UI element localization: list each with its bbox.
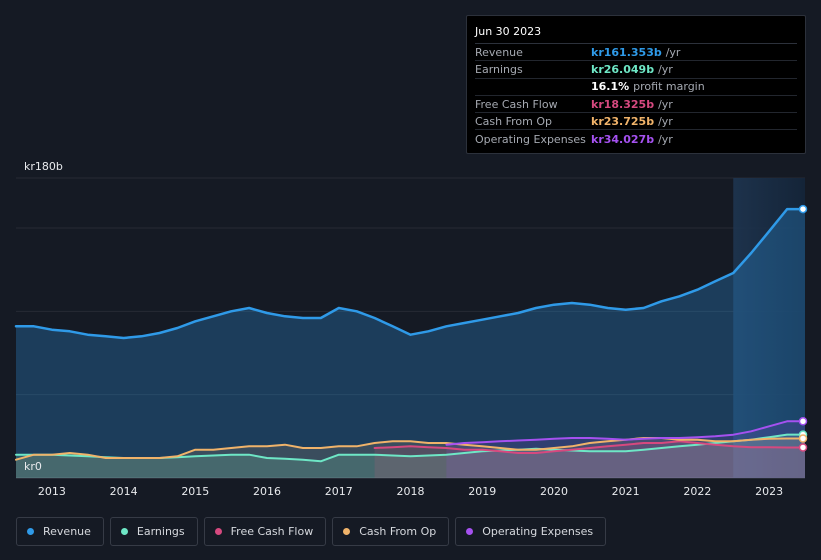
tooltip-row-value: 16.1% — [591, 80, 630, 94]
tooltip-date: Jun 30 2023 — [475, 16, 797, 44]
y-axis-bottom-label: kr0 — [24, 460, 42, 473]
tooltip-row-label: Earnings — [475, 62, 523, 76]
legend-dot-icon — [214, 528, 222, 535]
tooltip-row: Revenue kr161.353b/yr — [475, 44, 797, 62]
tooltip-row-unit: /yr — [658, 132, 673, 146]
tooltip-row-value: kr34.027b — [591, 132, 655, 146]
revenue-area — [16, 209, 805, 478]
x-tick-label: 2019 — [468, 485, 496, 498]
operating-expenses-endpoint — [798, 417, 808, 426]
tooltip-row-label: Cash From Op — [475, 114, 553, 128]
revenue-endpoint — [798, 204, 808, 214]
tooltip-row-value: kr26.049b — [591, 62, 655, 76]
tooltip-row-unit: /yr — [658, 114, 673, 128]
legend-label: Earnings — [136, 525, 185, 538]
tooltip-rows: Revenue kr161.353b/yr Earnings kr26.049b/yr… — [475, 44, 797, 148]
tooltip-row: 16.1% profit margin — [475, 79, 797, 96]
free-cash-flow-endpoint — [798, 443, 808, 452]
series-endpoints — [798, 204, 808, 452]
legend-item-revenue[interactable]: Revenue — [16, 517, 104, 546]
legend-label: Operating Expenses — [482, 525, 594, 538]
operating-expenses-area — [446, 421, 805, 478]
revenue-line — [14, 207, 807, 340]
legend-label: Free Cash Flow — [230, 525, 314, 538]
legend-item-free-cash-flow[interactable]: Free Cash Flow — [203, 517, 327, 546]
series-areas — [16, 209, 805, 478]
tooltip-row-label: Operating Expenses — [475, 132, 586, 146]
legend-dot-icon — [27, 528, 34, 535]
tooltip-row-unit: /yr — [658, 97, 673, 111]
x-tick-label: 2014 — [110, 485, 138, 498]
y-axis-top-label: kr180b — [24, 160, 63, 173]
cash-from-op-endpoint — [798, 434, 808, 443]
highlight-region — [733, 178, 805, 478]
free-cash-flow-line — [373, 440, 806, 454]
x-axis-ticks: 2013 2014 2015 2016 2017 2018 2019 2020 2021 2022… — [38, 485, 783, 498]
tooltip-row-unit: /yr — [658, 62, 673, 76]
legend-item-cash-from-op[interactable]: Cash From Op — [332, 517, 450, 546]
highlight-rect — [733, 178, 805, 478]
cash-from-op-area — [16, 438, 805, 478]
legend-dot-icon — [343, 528, 351, 535]
tooltip-row-value: kr18.325b — [591, 97, 655, 111]
x-tick-label: 2016 — [253, 485, 281, 498]
series-lines — [14, 207, 807, 463]
x-tick-label: 2017 — [325, 485, 353, 498]
legend-label: Cash From Op — [359, 525, 437, 538]
tooltip-row-unit: /yr — [665, 45, 681, 59]
cash-from-op-line — [15, 437, 806, 461]
tooltip-row-unit: profit margin — [633, 80, 705, 94]
x-tick-label: 2020 — [540, 485, 568, 498]
tooltip-row: Operating Expenses kr34.027b/yr — [475, 130, 797, 147]
data-tooltip: Jun 30 2023 Revenue kr161.353b/yr Earnings… — [466, 15, 806, 154]
x-tick-label: 2022 — [683, 485, 711, 498]
legend-dot-icon — [120, 528, 128, 535]
tooltip-row-value: kr23.725b — [591, 114, 655, 128]
x-tick-label: 2018 — [397, 485, 425, 498]
x-tick-label: 2023 — [755, 485, 783, 498]
legend-label: Revenue — [43, 525, 91, 538]
tooltip-row-value: kr161.353b — [591, 45, 662, 59]
tooltip-row-label: Free Cash Flow — [475, 97, 558, 111]
x-tick-label: 2015 — [181, 485, 209, 498]
operating-expenses-line — [445, 420, 806, 446]
tooltip-row: Cash From Op kr23.725b/yr — [475, 113, 797, 131]
tooltip-row: Free Cash Flow kr18.325b/yr — [475, 96, 797, 114]
legend-item-earnings[interactable]: Earnings — [109, 517, 198, 546]
tooltip-row-label: Revenue — [475, 45, 523, 59]
x-tick-label: 2021 — [612, 485, 640, 498]
legend-item-operating-expenses[interactable]: Operating Expenses — [455, 517, 607, 546]
chart-legend: Revenue Earnings Free Cash Flow Cash From O… — [16, 517, 607, 546]
x-tick-label: 2013 — [38, 485, 66, 498]
grid-lines — [16, 177, 805, 479]
tooltip-row: Earnings kr26.049b/yr — [475, 61, 797, 79]
legend-dot-icon — [466, 528, 474, 535]
